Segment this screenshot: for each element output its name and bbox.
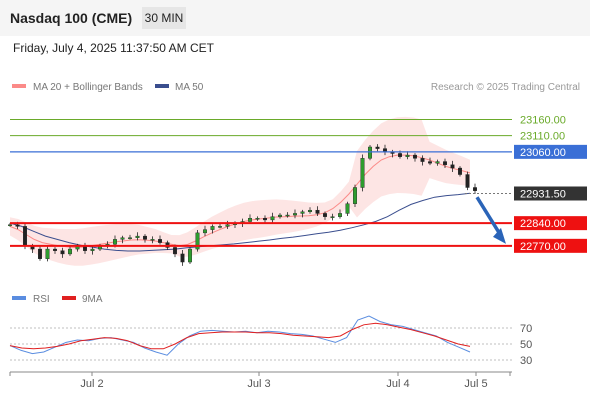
candle-body <box>413 154 418 159</box>
x-tick-label-Jul 3: Jul 3 <box>247 378 270 390</box>
candle-body <box>405 154 410 157</box>
candle-body <box>375 146 380 149</box>
candle-body <box>458 167 463 175</box>
candle-body <box>263 218 268 221</box>
candle-body <box>127 237 132 239</box>
candle-body <box>187 248 192 263</box>
candle-body <box>157 239 162 243</box>
ma9-legend-label: 9MA <box>82 294 103 305</box>
candle-body <box>308 209 313 213</box>
candle-body <box>38 248 43 259</box>
level-label-22770.00: 22770.00 <box>520 241 566 253</box>
level-label-22840.00: 22840.00 <box>520 218 566 230</box>
level-label-23060.00: 23060.00 <box>520 147 566 159</box>
candle-body <box>428 161 433 164</box>
candle-body <box>225 224 230 227</box>
rsi-line <box>9 315 471 356</box>
level-label-22931.50: 22931.50 <box>520 188 566 200</box>
candle-body <box>473 187 478 191</box>
candle-body <box>338 213 343 217</box>
candle-body <box>7 224 12 226</box>
candle-body <box>368 146 373 159</box>
header-bar: Nasdaq 100 (CME) 30 MIN <box>0 0 590 36</box>
candle-body <box>180 253 185 263</box>
candle-body <box>443 161 448 166</box>
credit-text: Research © 2025 Trading Central <box>431 82 580 93</box>
candle-body <box>465 174 470 188</box>
timeframe-button[interactable]: 30 MIN <box>142 7 186 29</box>
bollinger-band-fill <box>10 116 470 266</box>
candle-body <box>353 187 358 204</box>
candle-body <box>420 158 425 162</box>
candle-body <box>120 237 125 240</box>
rsi-legend-swatch <box>12 296 26 300</box>
level-tag-22770.00 <box>514 238 587 253</box>
level-tag-22931.50 <box>514 186 587 201</box>
candle-body <box>217 226 222 228</box>
candle-body <box>90 248 95 251</box>
x-axis-group: Jul 2 Jul 3 Jul 4 Jul 5 <box>9 371 512 390</box>
level-tag-22840.00 <box>514 216 587 231</box>
candle-body <box>270 216 275 221</box>
candle-body <box>360 158 365 188</box>
candle-body <box>202 229 207 234</box>
candle-body <box>247 218 252 222</box>
chart-title: Nasdaq 100 (CME) <box>10 10 133 26</box>
forecast-arrow-head <box>493 227 506 244</box>
levels-group: 23160.00 23110.00 23060.00 22931.50 22840.00… <box>10 114 587 253</box>
rsi-level-label-50: 50 <box>520 339 532 351</box>
candle-body <box>172 247 177 255</box>
bb-legend-swatch <box>12 84 26 88</box>
candle-body <box>435 161 440 164</box>
x-tick-label-Jul 5: Jul 5 <box>464 378 487 390</box>
rsi-panel-group: 70 50 30 <box>9 315 532 367</box>
rsi-level-label-30: 30 <box>520 355 532 367</box>
rsi-legend-label: RSI <box>33 294 50 305</box>
candle-body <box>210 226 215 230</box>
candle-body <box>142 235 147 240</box>
candle-body <box>315 209 320 214</box>
candle-body <box>323 213 328 217</box>
candle-body <box>293 213 298 216</box>
candle-body <box>195 232 200 250</box>
candle-body <box>450 164 455 169</box>
forecast-arrow-line <box>475 196 503 237</box>
timestamp: Friday, July 4, 2025 11:37:50 AM CET <box>13 41 214 55</box>
rsi-level-label-70: 70 <box>520 323 532 335</box>
candle-body <box>285 214 290 217</box>
bb-legend-label: MA 20 + Bollinger Bands <box>33 82 143 93</box>
candle-body <box>112 239 117 245</box>
candle-body <box>53 248 58 251</box>
ma9-legend-swatch <box>62 296 76 300</box>
candle-body <box>330 216 335 218</box>
ma50-legend-swatch <box>155 84 169 88</box>
candle-body <box>278 214 283 217</box>
x-tick-label-Jul 2: Jul 2 <box>80 378 103 390</box>
candle-body <box>300 211 305 214</box>
candle-body <box>15 224 20 227</box>
candle-body <box>398 153 403 157</box>
candle-body <box>135 235 140 238</box>
x-tick-label-Jul 4: Jul 4 <box>386 378 409 390</box>
level-label-23160.00: 23160.00 <box>520 114 566 126</box>
candle-body <box>150 239 155 241</box>
ma9-line <box>9 322 471 350</box>
candle-body <box>45 248 50 259</box>
level-label-23110.00: 23110.00 <box>520 131 565 143</box>
ma50-legend-label: MA 50 <box>175 82 204 93</box>
candle-body <box>255 218 260 220</box>
level-tag-23060.00 <box>514 144 587 159</box>
candle-body <box>23 226 28 247</box>
candle-body <box>67 248 72 255</box>
candle-body <box>345 203 350 214</box>
candle-body <box>60 250 65 255</box>
price-candles-group <box>7 144 478 266</box>
